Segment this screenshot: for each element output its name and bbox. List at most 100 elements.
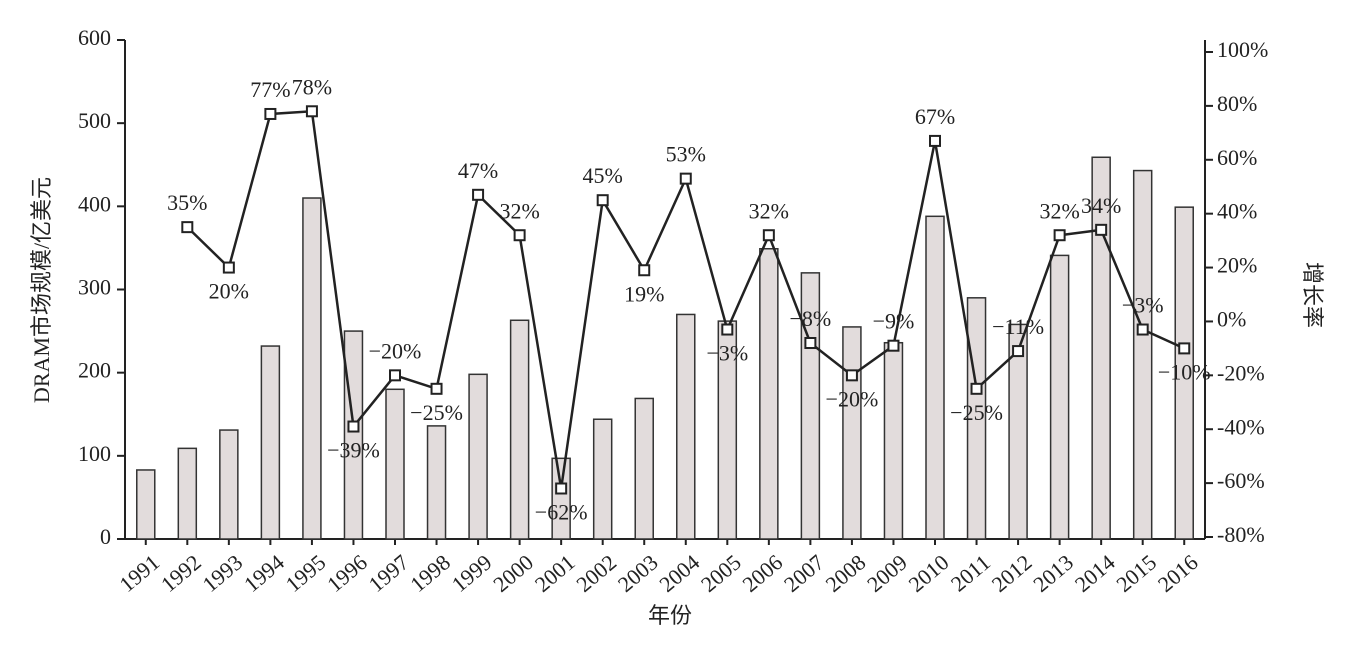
x-tick-label: 2003 [613,550,663,597]
bar [260,345,281,540]
data-label: 34% [1081,193,1121,218]
bar [883,341,904,540]
y2-axis-label: 增长率 [1300,262,1325,328]
y2-tick-label: 100% [1217,37,1268,62]
bar [385,388,405,540]
bar [343,330,364,540]
y2-tick-label: -80% [1217,522,1265,547]
line-marker [1136,323,1149,336]
data-label: −62% [535,500,588,525]
line-marker [762,229,775,242]
line-marker [347,420,360,433]
line-marker [389,369,401,382]
line-marker [430,382,443,395]
line-marker [555,482,568,495]
line-marker [970,382,983,395]
data-label: −39% [327,438,380,463]
line-marker [472,188,485,201]
y-tick-label: 300 [78,275,111,300]
line-marker [305,105,318,118]
bar [925,215,945,540]
data-label: −9% [873,309,915,334]
x-tick-label: 2002 [571,550,621,597]
y-tick-label: 400 [78,191,111,216]
bar [759,247,779,540]
y2-tick-label: 20% [1217,253,1257,278]
y2-tick-label: 0% [1217,306,1246,331]
y2-tick-label: -60% [1217,468,1265,493]
bar [468,373,488,540]
x-tick-label: 1998 [405,550,455,597]
line-marker [513,229,526,242]
x-tick-label: 2016 [1153,550,1203,597]
x-tick-label: 1994 [239,550,289,597]
data-label: 78% [292,74,332,99]
x-tick-label: 1992 [156,550,206,597]
data-label: 32% [1039,198,1079,223]
data-label: 32% [749,198,789,223]
bar [219,429,239,540]
data-label: −3% [1122,293,1164,318]
line-marker [929,134,941,147]
y2-tick-label: 60% [1217,145,1257,170]
line-marker [638,264,651,277]
bar [1091,156,1111,540]
line-marker [264,107,277,120]
y2-tick-label: 40% [1217,199,1257,224]
bar [136,469,156,540]
x-tick-label: 2007 [779,550,829,597]
line-marker [1178,342,1191,355]
line-marker [181,221,194,234]
data-label: 77% [250,77,290,102]
line-marker [596,194,609,207]
x-tick-label: 2015 [1111,550,1161,597]
x-tick-label: 2001 [530,550,580,597]
x-tick-label: 2011 [946,550,995,597]
bar [509,319,530,540]
x-tick-label: 1999 [447,550,497,597]
data-label: 45% [583,163,623,188]
bar [1132,169,1153,540]
line-marker [1053,229,1066,242]
x-tick-label: 2009 [862,550,912,597]
data-label: −11% [992,314,1044,339]
bar [1049,254,1070,540]
y-tick-label: 600 [78,25,111,50]
bar [426,425,447,540]
bar [1008,323,1028,540]
x-tick-label: 2006 [738,550,788,597]
x-tick-label: 2005 [696,550,746,597]
y-tick-label: 100 [78,441,111,466]
line-marker [1095,223,1108,236]
bar [634,397,654,540]
x-tick-label: 2000 [488,550,538,597]
y2-tick-label: -20% [1217,360,1265,385]
line-marker [845,369,858,382]
data-label: −20% [369,338,422,363]
y2-tick-label: 80% [1217,91,1257,116]
x-tick-label: 2008 [821,550,871,597]
data-label: 19% [624,281,664,306]
data-label: 20% [209,279,249,304]
bar [177,447,198,540]
y-axis-label: DRAM市场规模/亿美元 [29,177,54,403]
data-label: 35% [167,190,207,215]
y-tick-label: 200 [78,358,111,383]
x-axis-label: 年份 [648,603,692,628]
line-marker [679,172,692,185]
data-label: 32% [499,198,539,223]
y-tick-label: 500 [78,108,111,133]
line-marker [222,261,235,274]
line-marker [804,337,817,349]
line-marker [1012,345,1025,358]
x-tick-label: 2014 [1070,550,1120,597]
line-marker [887,339,900,352]
bar [842,326,862,540]
data-label: 67% [915,104,955,129]
y-tick-label: 0 [100,524,111,549]
line-marker [721,323,734,336]
data-label: −25% [950,400,1003,425]
x-tick-label: 1993 [198,550,248,597]
data-label: −3% [706,341,748,366]
